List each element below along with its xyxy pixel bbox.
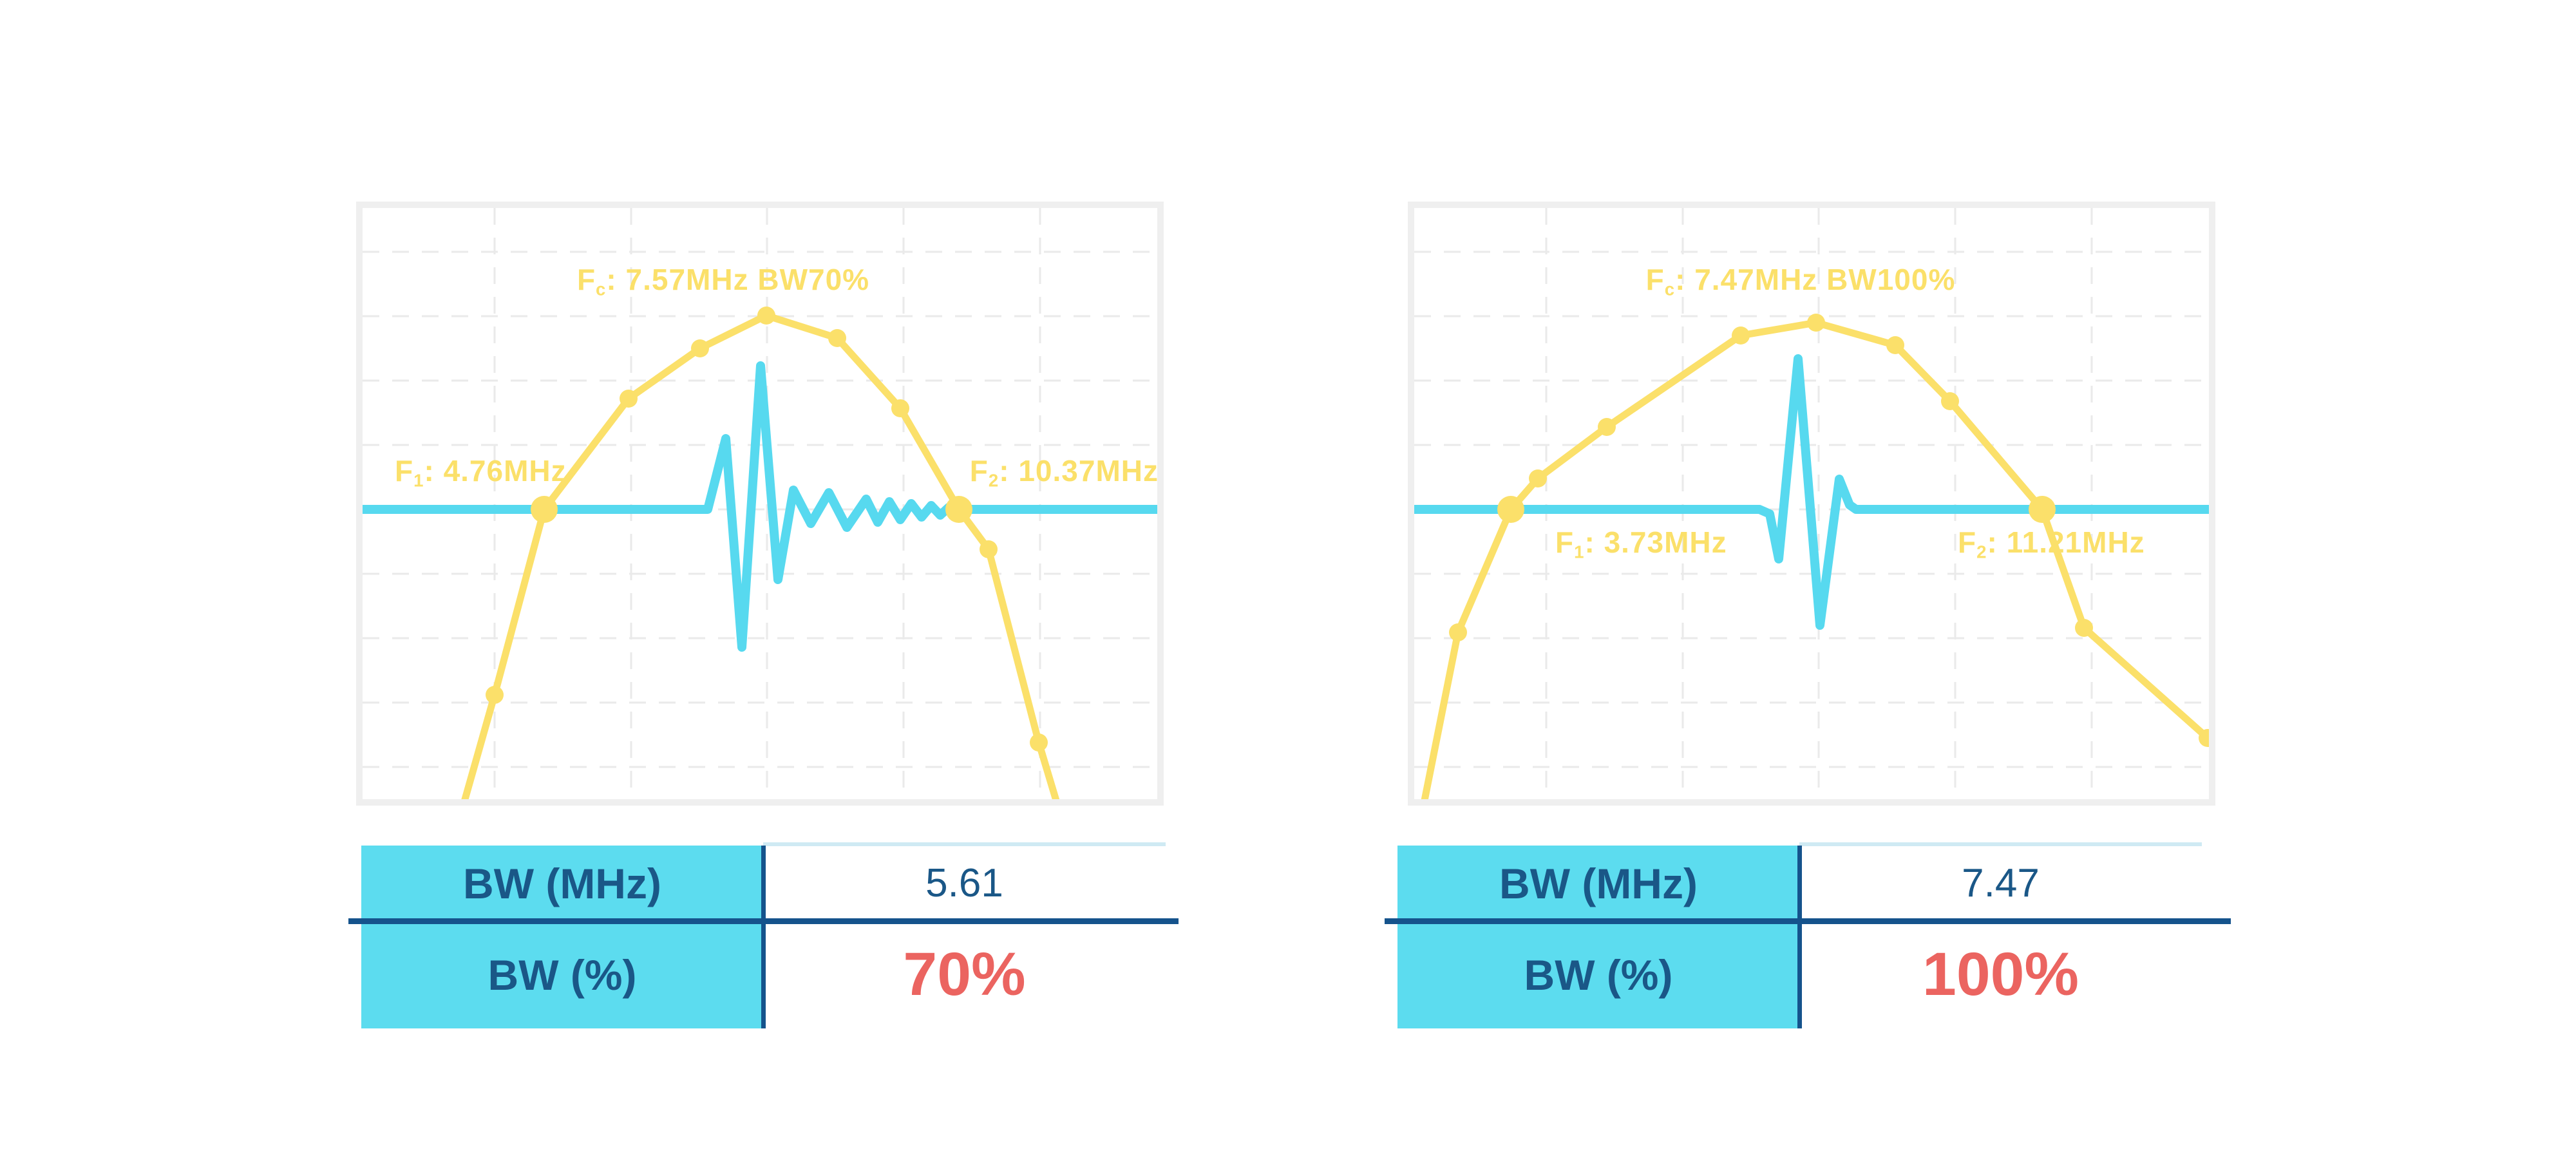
table-row-divider <box>1385 918 2231 924</box>
bw-mhz-value-text: 5.61 <box>925 861 1003 905</box>
table-column-divider <box>761 846 766 1028</box>
broadband-chart-canvas <box>1414 208 2209 799</box>
bw-pct-header: BW (%) <box>1397 921 1799 1028</box>
bw-pct-value: 100% <box>1799 921 2202 1028</box>
f1-annotation: F1: 4.76MHz <box>395 454 567 491</box>
bw-pct-value: 70% <box>763 921 1166 1028</box>
bw-mhz-value: 5.61 <box>763 846 1166 921</box>
f1-annotation: F1: 3.73MHz <box>1555 525 1727 562</box>
bw-pct-header-label: BW (%) <box>1524 951 1673 999</box>
bw-pct-header: BW (%) <box>361 921 763 1028</box>
value-column-top-rule <box>1799 842 2202 846</box>
value-column-top-rule <box>763 842 1166 846</box>
bw-mhz-header: BW (MHz) <box>361 846 763 921</box>
chart-panel-broadband: Fc: 7.47MHz BW100% F1: 3.73MHz F2: 11.21… <box>1408 202 2215 806</box>
bw-mhz-header-label: BW (MHz) <box>463 859 661 907</box>
fc-annotation: Fc: 7.47MHz BW100% <box>1645 263 1956 299</box>
bw-pct-value-text: 70% <box>903 940 1026 1008</box>
fc-annotation: Fc: 7.57MHz BW70% <box>576 263 870 299</box>
f2-annotation: F2: 11.21MHz <box>1958 525 2145 562</box>
bw-pct-header-label: BW (%) <box>488 951 637 999</box>
f2-annotation: F2: 10.37MHz <box>969 454 1159 491</box>
bw-mhz-header: BW (MHz) <box>1397 846 1799 921</box>
bw-mhz-value: 7.47 <box>1799 846 2202 921</box>
bw-pct-value-text: 100% <box>1922 940 2079 1008</box>
bw-mhz-value-text: 7.47 <box>1962 861 2040 905</box>
narrowband-chart-canvas <box>363 208 1157 799</box>
chart-panel-narrowband: Fc: 7.57MHz BW70% F1: 4.76MHz F2: 10.37M… <box>356 202 1164 806</box>
bw-mhz-header-label: BW (MHz) <box>1499 859 1698 907</box>
table-column-divider <box>1797 846 1802 1028</box>
